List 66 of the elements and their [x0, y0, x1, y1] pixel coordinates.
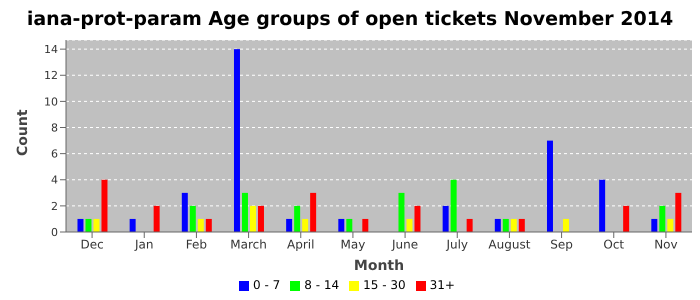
bar [562, 218, 569, 232]
bar [442, 206, 449, 232]
bar [406, 218, 412, 232]
x-tick-label: Oct [603, 238, 624, 252]
y-axis-title: Count [14, 109, 31, 156]
y-tick-label: 10 [44, 95, 58, 108]
y-tick-label: 6 [51, 148, 58, 161]
x-tick-label: March [230, 238, 267, 252]
bar [502, 218, 509, 232]
bar [242, 192, 248, 232]
y-tick-label: 2 [51, 200, 58, 213]
bar [623, 206, 630, 232]
bar [651, 218, 658, 232]
bar [667, 218, 674, 232]
bar [338, 218, 344, 232]
bar [362, 218, 368, 232]
x-tick-label: June [391, 238, 418, 252]
bar [546, 140, 553, 232]
bar [450, 180, 457, 232]
bar [310, 192, 316, 232]
legend-label: 15 - 30 [363, 278, 406, 292]
bar [494, 218, 501, 232]
y-tick-label: 8 [51, 121, 58, 134]
bar [346, 218, 352, 232]
bar [398, 192, 404, 232]
bar [302, 218, 308, 232]
y-tick-label: 0 [51, 226, 58, 239]
bar [258, 206, 264, 232]
bar [294, 206, 300, 232]
x-tick-label: May [340, 238, 366, 252]
bar [414, 206, 420, 232]
x-tick-label: July [445, 238, 468, 252]
bar [206, 218, 212, 232]
x-tick-label: Jan [134, 238, 154, 252]
bar [130, 218, 136, 232]
bar [198, 218, 204, 232]
legend-label: 31+ [430, 278, 455, 292]
legend-label: 0 - 7 [253, 278, 280, 292]
bar [182, 192, 188, 232]
bar [466, 218, 473, 232]
bar [510, 218, 517, 232]
bar [286, 218, 292, 232]
x-tick-label: April [287, 238, 314, 252]
bar [675, 192, 682, 232]
bar [101, 180, 108, 232]
bar [234, 49, 240, 232]
x-tick-label: August [488, 238, 531, 252]
x-tick-label: Sep [550, 238, 573, 252]
bar [599, 180, 606, 232]
bar [250, 206, 256, 232]
x-tick-label: Dec [80, 238, 104, 252]
x-tick-label: Feb [186, 238, 208, 252]
bar [93, 218, 100, 232]
y-tick-label: 12 [44, 69, 58, 82]
bar [85, 218, 92, 232]
bar [77, 218, 84, 232]
legend-label: 8 - 14 [304, 278, 340, 292]
bar [190, 206, 196, 232]
x-axis-title: Month [354, 258, 404, 274]
bar [659, 206, 666, 232]
chart-title: iana-prot-param Age groups of open tickets November 2014 [26, 8, 674, 32]
bar [154, 206, 160, 232]
bar [518, 218, 525, 232]
x-tick-label: Nov [654, 238, 678, 252]
y-tick-label: 14 [44, 43, 58, 56]
y-tick-label: 4 [51, 174, 58, 187]
